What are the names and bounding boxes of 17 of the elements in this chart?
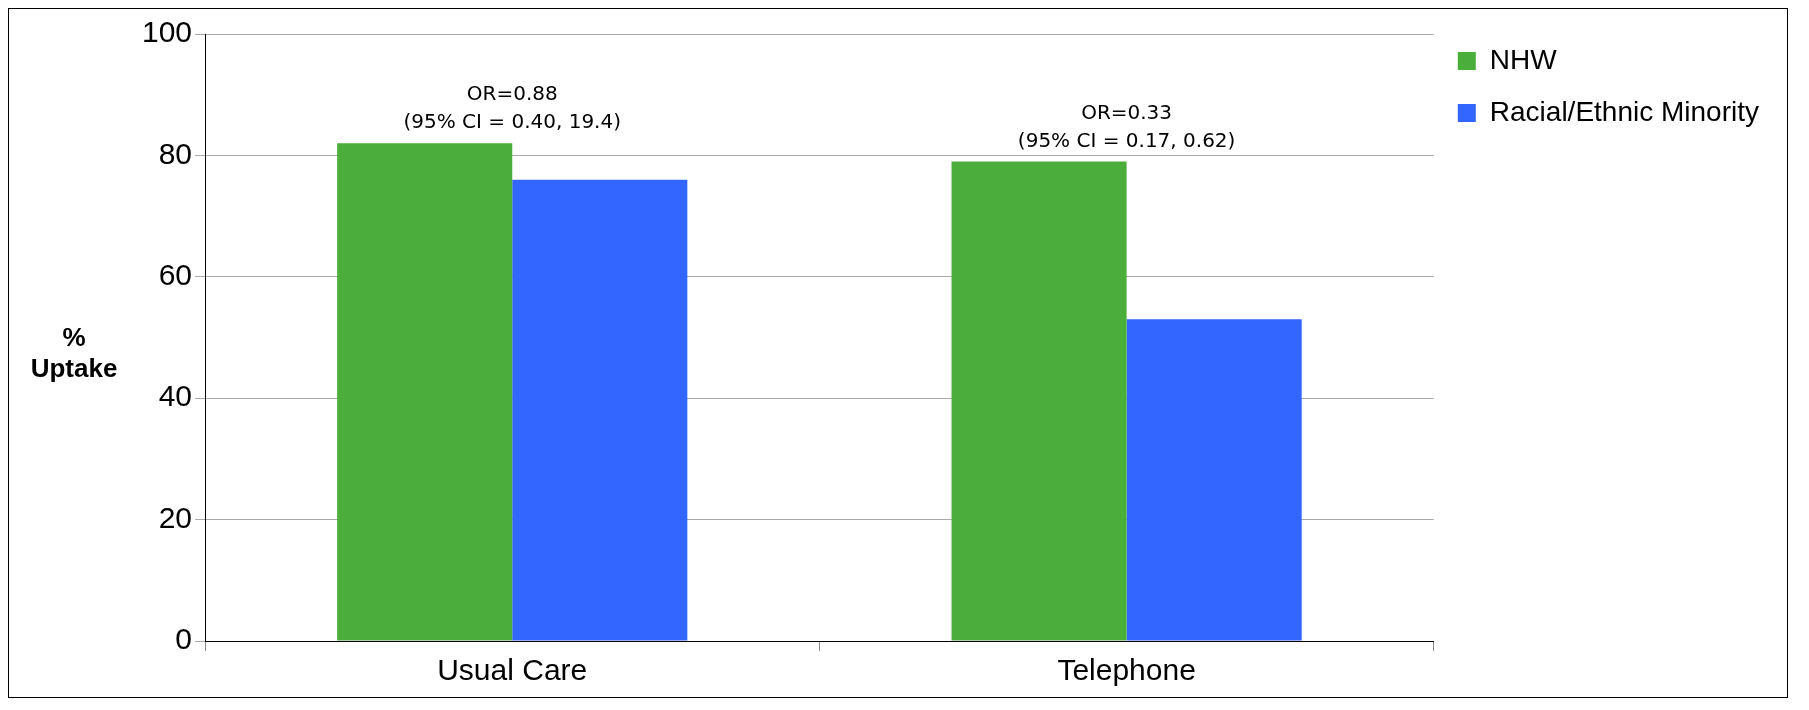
y-tick-label: 40 [158,379,193,413]
y-axis-title: % Uptake [29,322,119,384]
y-tick-label: 20 [158,500,193,534]
y-tick-label: 60 [158,258,193,292]
annotation: OR=0.33 (95% CI = 0.17, 0.62) [1017,99,1236,152]
bar [951,161,1127,641]
legend-label: Racial/Ethnic Minority [1489,95,1759,127]
x-tick-label: Usual Care [437,653,588,687]
bar [512,179,688,641]
y-tick-label: 0 [175,622,193,656]
annotation: OR=0.88 (95% CI = 0.40, 19.4) [403,81,622,134]
legend-label: NHW [1489,43,1558,75]
bar [337,143,513,641]
y-tick-label: 100 [141,15,193,49]
x-tick-label: Telephone [1057,653,1196,687]
bar [1126,319,1302,641]
y-tick-label: 80 [158,136,193,170]
